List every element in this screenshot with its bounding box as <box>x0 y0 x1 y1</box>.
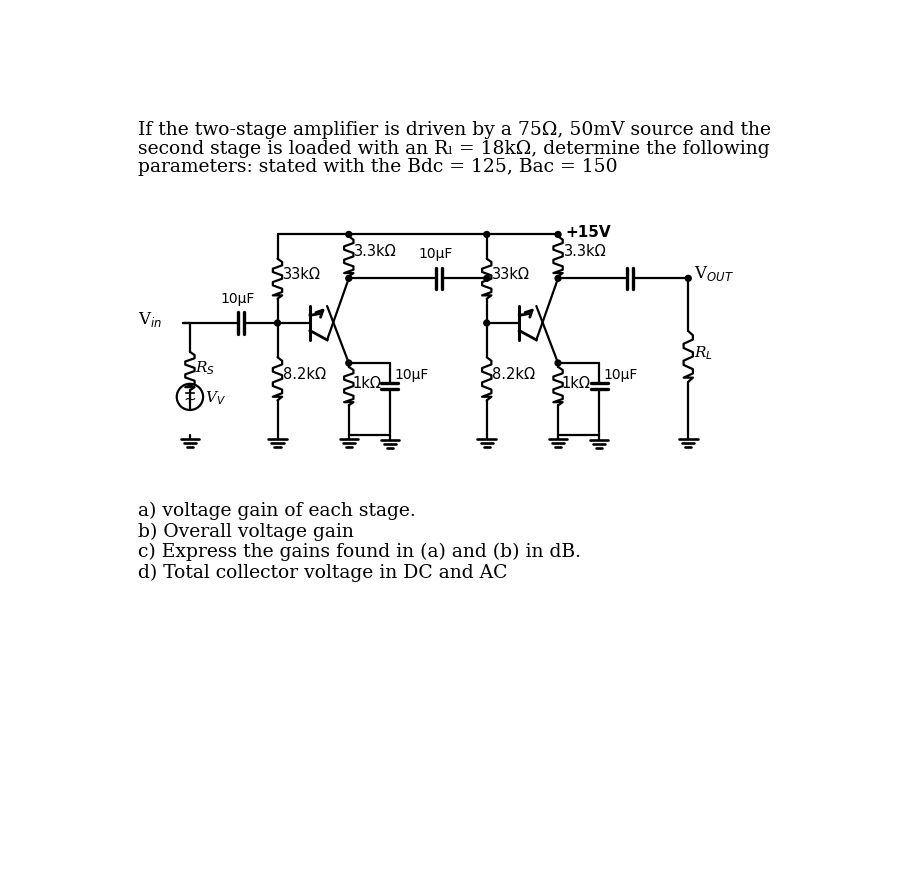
Text: V$_{OUT}$: V$_{OUT}$ <box>694 265 734 283</box>
Text: 10μF: 10μF <box>419 247 453 261</box>
Text: R$_L$: R$_L$ <box>694 345 713 363</box>
Text: R$_S$: R$_S$ <box>195 359 215 377</box>
Text: 1kΩ: 1kΩ <box>562 376 591 391</box>
Text: 8.2kΩ: 8.2kΩ <box>492 367 535 382</box>
Circle shape <box>686 275 691 281</box>
Text: V$_{in}$: V$_{in}$ <box>138 310 162 329</box>
Text: parameters: stated with the Bdc = 125, Bac = 150: parameters: stated with the Bdc = 125, B… <box>138 158 618 176</box>
Text: ∼: ∼ <box>184 392 196 407</box>
Circle shape <box>484 275 489 281</box>
Circle shape <box>555 231 561 237</box>
Text: 1kΩ: 1kΩ <box>353 376 382 391</box>
Text: d) Total collector voltage in DC and AC: d) Total collector voltage in DC and AC <box>138 564 508 582</box>
Circle shape <box>484 320 489 326</box>
Text: 10μF: 10μF <box>395 369 429 382</box>
Circle shape <box>555 275 561 281</box>
Circle shape <box>346 360 352 366</box>
Text: 10μF: 10μF <box>604 369 638 382</box>
Circle shape <box>346 231 352 237</box>
Text: 33kΩ: 33kΩ <box>492 266 530 281</box>
Text: 8.2kΩ: 8.2kΩ <box>283 367 326 382</box>
Text: second stage is loaded with an Rₗ = 18kΩ, determine the following: second stage is loaded with an Rₗ = 18kΩ… <box>138 139 769 158</box>
Text: a) voltage gain of each stage.: a) voltage gain of each stage. <box>138 502 416 519</box>
Text: 3.3kΩ: 3.3kΩ <box>354 244 397 259</box>
Circle shape <box>484 231 489 237</box>
Text: 3.3kΩ: 3.3kΩ <box>564 244 606 259</box>
Circle shape <box>274 320 280 326</box>
Text: 33kΩ: 33kΩ <box>283 266 320 281</box>
Text: If the two-stage amplifier is driven by a 75Ω, 50mV source and the: If the two-stage amplifier is driven by … <box>138 121 771 139</box>
Text: 10μF: 10μF <box>221 292 255 306</box>
Text: c) Express the gains found in (a) and (b) in dB.: c) Express the gains found in (a) and (b… <box>138 543 581 562</box>
Circle shape <box>346 275 352 281</box>
Circle shape <box>555 360 561 366</box>
Text: b) Overall voltage gain: b) Overall voltage gain <box>138 522 353 541</box>
Text: V$_V$: V$_V$ <box>205 389 226 407</box>
Text: +15V: +15V <box>565 226 611 241</box>
